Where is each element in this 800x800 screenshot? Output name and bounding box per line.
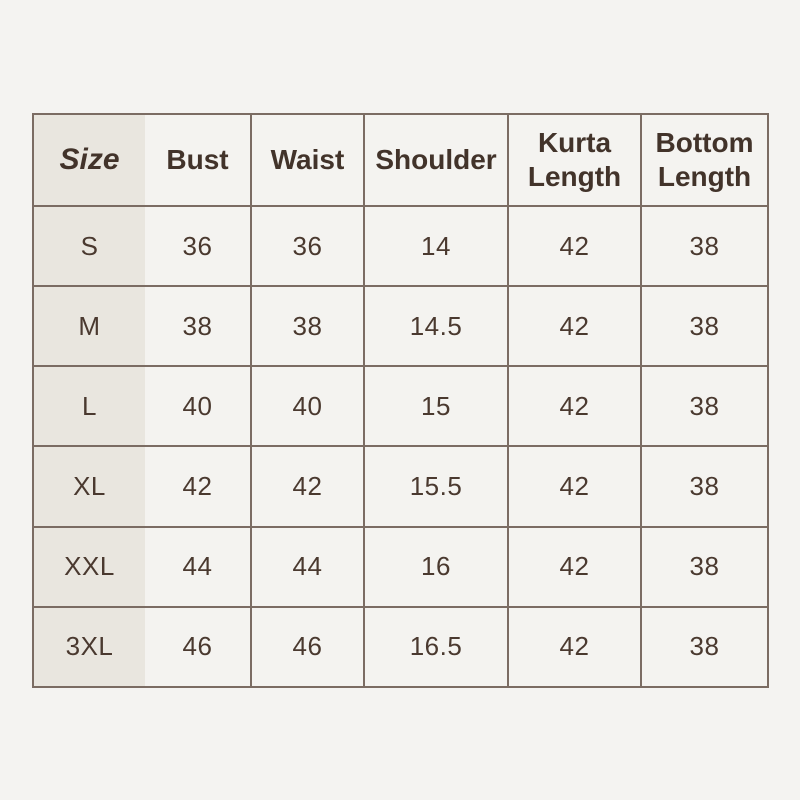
cell-size-label: XXL: [32, 525, 145, 608]
cell-shoulder: 16: [363, 525, 509, 608]
table-row-l: L 40 40 15 42 38: [32, 365, 769, 448]
cell-bust: 40: [145, 365, 252, 448]
cell-bottom-length: 38: [640, 605, 769, 689]
cell-kurta-length: 42: [507, 445, 642, 528]
cell-bottom-length: 38: [640, 525, 769, 608]
cell-bust: 36: [145, 204, 252, 288]
header-cell-shoulder: Shoulder: [363, 113, 509, 207]
cell-waist: 36: [250, 204, 365, 288]
cell-bottom-length: 38: [640, 285, 769, 368]
cell-shoulder: 14.5: [363, 285, 509, 368]
cell-bottom-length: 38: [640, 445, 769, 528]
cell-size-label: M: [32, 285, 145, 368]
cell-kurta-length: 42: [507, 525, 642, 608]
cell-bust: 38: [145, 285, 252, 368]
cell-waist: 40: [250, 365, 365, 448]
header-cell-size: Size: [32, 113, 145, 207]
cell-kurta-length: 42: [507, 204, 642, 288]
cell-size-label: L: [32, 365, 145, 448]
table-row-3xl: 3XL 46 46 16.5 42 38: [32, 605, 769, 689]
table-row-xxl: XXL 44 44 16 42 38: [32, 525, 769, 608]
cell-waist: 42: [250, 445, 365, 528]
cell-waist: 38: [250, 285, 365, 368]
table-row-s: S 36 36 14 42 38: [32, 204, 769, 288]
cell-size-label: XL: [32, 445, 145, 528]
cell-shoulder: 15: [363, 365, 509, 448]
cell-waist: 46: [250, 605, 365, 689]
cell-bottom-length: 38: [640, 204, 769, 288]
cell-kurta-length: 42: [507, 605, 642, 689]
header-cell-bust: Bust: [145, 113, 252, 207]
cell-shoulder: 14: [363, 204, 509, 288]
header-cell-bottom-length: Bottom Length: [640, 113, 769, 207]
header-row: Size Bust Waist Shoulder Kurta Length Bo…: [32, 113, 769, 207]
size-chart-table: Size Bust Waist Shoulder Kurta Length Bo…: [32, 113, 769, 689]
cell-size-label: S: [32, 204, 145, 288]
cell-waist: 44: [250, 525, 365, 608]
cell-size-label: 3XL: [32, 605, 145, 689]
table-row-xl: XL 42 42 15.5 42 38: [32, 445, 769, 528]
header-cell-kurta-length: Kurta Length: [507, 113, 642, 207]
cell-kurta-length: 42: [507, 285, 642, 368]
cell-kurta-length: 42: [507, 365, 642, 448]
cell-bust: 44: [145, 525, 252, 608]
cell-bottom-length: 38: [640, 365, 769, 448]
header-cell-waist: Waist: [250, 113, 365, 207]
cell-bust: 46: [145, 605, 252, 689]
cell-bust: 42: [145, 445, 252, 528]
cell-shoulder: 16.5: [363, 605, 509, 689]
cell-shoulder: 15.5: [363, 445, 509, 528]
table-row-m: M 38 38 14.5 42 38: [32, 285, 769, 368]
